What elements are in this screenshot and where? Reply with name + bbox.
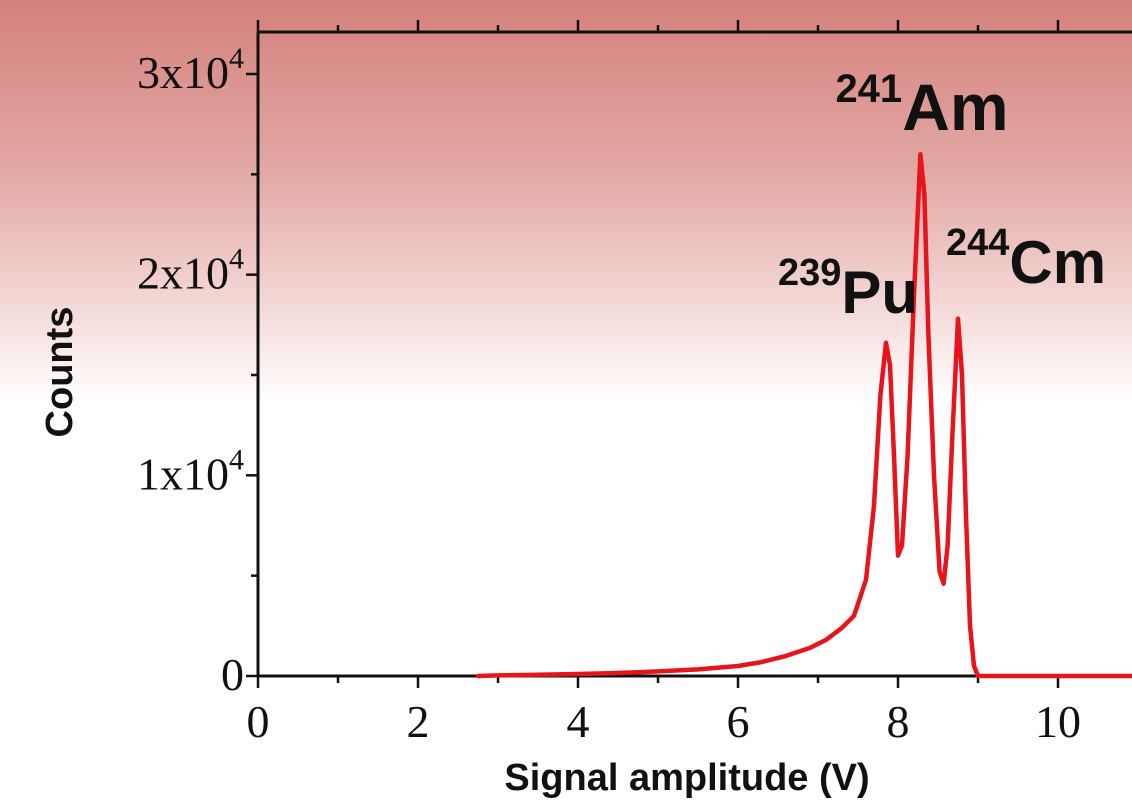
peak-annotation: 244Cm <box>946 222 1106 296</box>
x-tick-label: 6 <box>727 696 750 747</box>
x-axis-title: Signal amplitude (V) <box>504 757 869 799</box>
peak-annotation: 239Pu <box>778 252 918 326</box>
y-tick-label: 3x104 <box>137 42 244 98</box>
x-tick-label: 2 <box>407 696 430 747</box>
y-tick-label: 0 <box>221 649 244 700</box>
annotations: 241Am 239Pu 244Cm <box>778 67 1106 326</box>
x-tick-label: 0 <box>247 696 270 747</box>
y-tick-label: 1x104 <box>137 443 244 499</box>
y-axis-title: Counts <box>39 307 81 438</box>
x-tick-label: 8 <box>887 696 910 747</box>
ticks <box>246 20 1060 688</box>
x-tick-label: 10 <box>1035 696 1081 747</box>
y-tick-label: 2x104 <box>137 243 244 299</box>
x-tick-label: 4 <box>567 696 590 747</box>
tick-labels: 0 2 4 6 8 10 0 1x104 2x104 3x104 <box>137 42 1081 747</box>
spectrum-series-line <box>475 152 1132 679</box>
peak-annotation: 241Am <box>835 67 1008 144</box>
series <box>475 152 1132 679</box>
